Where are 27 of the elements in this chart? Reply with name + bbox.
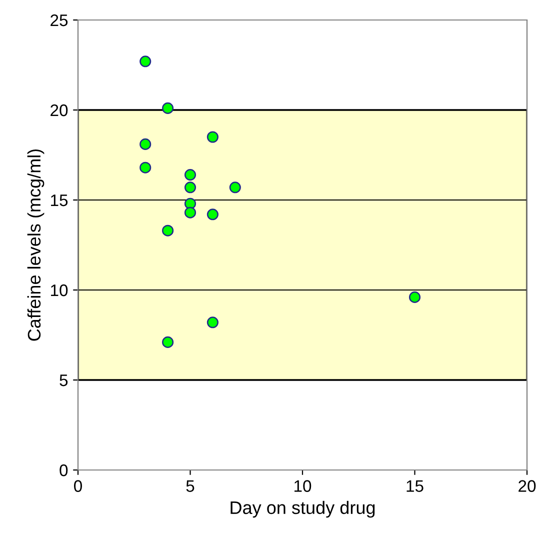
- y-tick-label: 10: [51, 284, 68, 296]
- point: [184, 182, 196, 194]
- point: [408, 291, 421, 303]
- y-tick-label: 15: [51, 194, 68, 206]
- point: [162, 224, 174, 236]
- point: [140, 56, 152, 68]
- x-tick-label: 10: [294, 480, 312, 492]
- x-tick-label: 0: [74, 480, 82, 492]
- x-tick-label: 20: [518, 480, 536, 492]
- y-axis-title: Caffeine levels (mcg/ml): [27, 149, 44, 341]
- point: [229, 182, 241, 194]
- y-tick-label: 5: [60, 374, 68, 386]
- point: [184, 169, 196, 181]
- point: [162, 102, 174, 114]
- x-axis-title: Day on study drug: [230, 500, 375, 518]
- x-tick-label: 5: [186, 480, 194, 492]
- point: [206, 316, 218, 328]
- y-tick-label: 25: [50, 14, 68, 26]
- point: [206, 131, 218, 143]
- y-tick-label: 0: [60, 464, 68, 476]
- point: [184, 206, 196, 218]
- point: [206, 208, 218, 220]
- point: [140, 162, 152, 174]
- x-tick-label: 15: [406, 480, 424, 492]
- point: [162, 336, 174, 348]
- point: [140, 138, 152, 150]
- y-tick-label: 20: [50, 104, 68, 116]
